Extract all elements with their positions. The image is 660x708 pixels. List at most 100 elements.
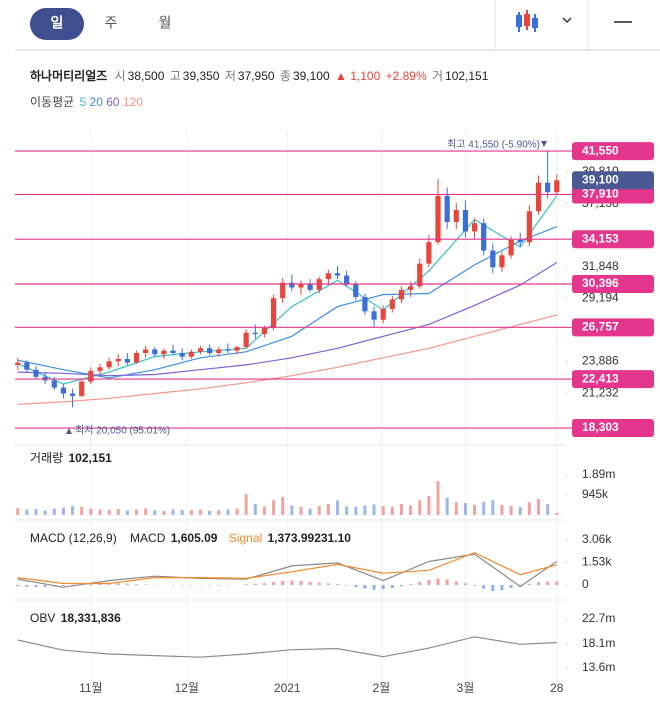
panel-value: 1,373.99231.10 xyxy=(268,531,352,545)
series-line xyxy=(17,551,557,585)
candle-body xyxy=(24,362,30,370)
candle-body xyxy=(133,353,140,363)
series-line xyxy=(17,636,557,658)
volume-bar xyxy=(89,508,93,515)
tab-week[interactable]: 주 xyxy=(105,15,118,31)
tab-day[interactable]: 일 xyxy=(51,15,64,31)
volume-bar xyxy=(399,503,403,515)
volume-bar xyxy=(244,493,248,515)
level-badge xyxy=(572,419,654,438)
volume-bar xyxy=(363,505,367,515)
candle-body xyxy=(407,286,414,290)
volume-bar xyxy=(317,506,321,515)
level-badge xyxy=(572,142,654,161)
axis-labels: 11월12월20212월3월2839,81037,13631,84829,194… xyxy=(79,142,654,695)
histogram-bar xyxy=(363,585,367,589)
volume-bar xyxy=(180,509,184,515)
tab-month[interactable]: 월 xyxy=(159,15,172,31)
volume-bar xyxy=(409,505,413,515)
volume-bar xyxy=(25,509,29,515)
histogram-bar xyxy=(381,585,385,590)
quote-label: 시 xyxy=(115,69,126,83)
level-label: 34,153 xyxy=(582,231,619,245)
candle-body xyxy=(207,348,213,354)
candle-body xyxy=(79,381,85,396)
candle-body xyxy=(362,297,368,312)
volume-bar xyxy=(418,500,422,515)
quote-value: 102,151 xyxy=(445,69,489,83)
y-tick-label: 945k xyxy=(582,487,609,501)
volume-bar xyxy=(290,505,294,515)
candle-body xyxy=(216,349,222,354)
volume-bar xyxy=(98,509,102,515)
volume-bar xyxy=(473,504,477,515)
panel-title: OBV xyxy=(30,611,55,625)
candle-body xyxy=(188,351,194,357)
quote-line: 하나머티리얼즈 시 38,500 고 39,350 저 37,950 종 39,100 … xyxy=(30,68,489,83)
price-change: ▲ 1,100 xyxy=(335,69,381,83)
volume-bar xyxy=(262,506,266,515)
histogram-bar xyxy=(244,584,248,585)
x-tick-label: 28 xyxy=(550,681,564,695)
histogram-bar xyxy=(144,584,148,585)
candle-body xyxy=(170,350,176,354)
histogram-bar xyxy=(299,580,303,585)
candle-body xyxy=(526,211,532,243)
legend-entry: MACD xyxy=(130,531,166,545)
histogram-bar xyxy=(180,585,184,586)
histogram-bar xyxy=(427,579,431,585)
volume-bar xyxy=(34,509,38,515)
candle-body xyxy=(234,347,240,351)
quote-value: 37,950 xyxy=(238,69,275,83)
y-tick-label: 1.89m xyxy=(582,467,615,481)
candle-body xyxy=(462,210,469,232)
active-tab-pill[interactable] xyxy=(30,8,84,40)
volume-bar xyxy=(308,508,312,515)
y-tick-label: 3.06k xyxy=(582,532,612,546)
dropdown-chevron[interactable] xyxy=(562,17,572,24)
y-tick-label: 18.1m xyxy=(582,636,615,650)
chart-type-icon[interactable] xyxy=(516,10,538,32)
y-tick-label: 0 xyxy=(582,577,589,591)
volume-bar xyxy=(162,510,166,515)
candle-body xyxy=(270,298,277,329)
candle-body xyxy=(60,387,67,394)
histogram-bar xyxy=(409,584,413,585)
candle-body xyxy=(517,239,523,243)
volume-bar xyxy=(354,506,358,515)
candle-body xyxy=(124,358,130,363)
last-price-badge xyxy=(572,171,654,190)
volume-bar xyxy=(272,500,276,515)
level-badge xyxy=(572,274,654,293)
volume-bar xyxy=(125,510,129,515)
volume-bar xyxy=(189,510,193,515)
volume-bar xyxy=(226,509,230,515)
last-price-label: 39,100 xyxy=(582,172,619,186)
candle-body xyxy=(252,332,258,334)
candle-body xyxy=(380,308,386,320)
volume-title: 거래량 102,151 xyxy=(30,451,112,465)
volume-bar xyxy=(135,509,139,515)
series-line xyxy=(17,553,558,588)
candle-body xyxy=(69,393,76,396)
candle-body xyxy=(280,282,286,299)
volume-bar xyxy=(171,509,175,515)
histogram-bar xyxy=(491,585,495,591)
volume-bar xyxy=(107,509,111,515)
volume-bar xyxy=(345,506,349,515)
level-badge xyxy=(572,318,654,337)
histogram-bar xyxy=(43,585,47,587)
volume-bar xyxy=(217,510,221,515)
volume-bar xyxy=(527,502,531,515)
candle-body xyxy=(243,332,249,348)
candle-body xyxy=(33,369,39,377)
plot xyxy=(15,130,572,685)
low-note: 최저 20,050 (95.01%) xyxy=(75,425,170,437)
volume-bar xyxy=(537,498,541,515)
histogram-bar xyxy=(518,585,522,586)
level-label: 26,757 xyxy=(582,319,619,333)
histogram-bar xyxy=(546,581,550,585)
quote-label: 거 xyxy=(432,69,443,83)
low-arrow xyxy=(66,428,72,434)
